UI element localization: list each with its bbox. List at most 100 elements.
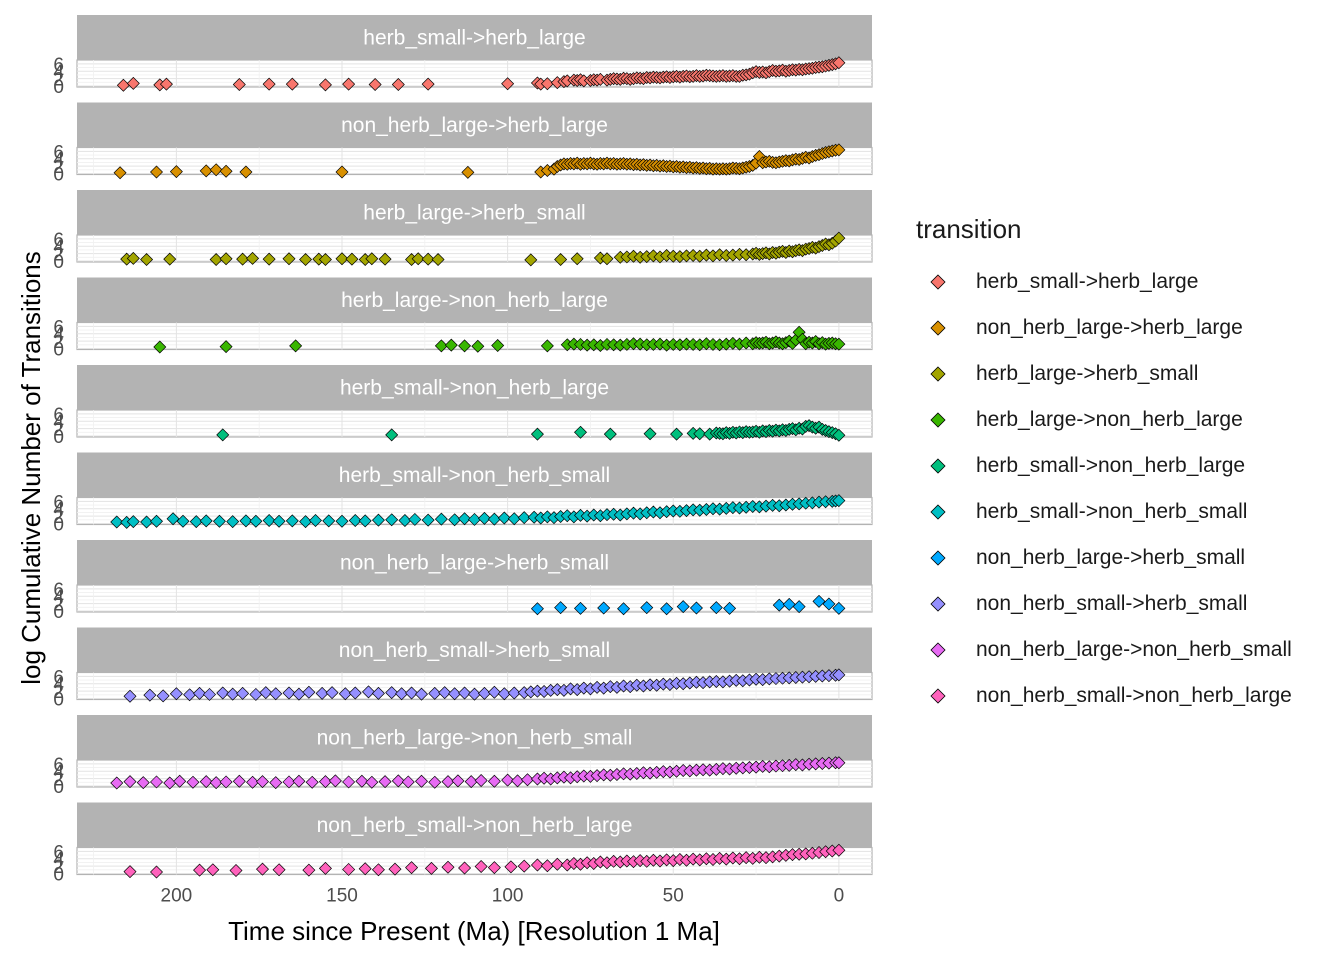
data-point: [358, 862, 372, 876]
data-point: [249, 514, 263, 528]
data-point: [335, 165, 349, 179]
legend-key-diamond-icon: [916, 681, 960, 711]
data-point: [378, 775, 392, 789]
facet-strip-label: herb_large->non_herb_large: [341, 289, 608, 312]
data-point: [812, 594, 826, 608]
data-point: [574, 425, 587, 439]
data-point: [660, 602, 674, 616]
y-axis-title: log Cumulative Number of Transitions: [16, 251, 46, 685]
data-point: [262, 514, 276, 528]
legend-label: herb_small->non_herb_small: [976, 500, 1248, 523]
data-point: [176, 514, 190, 528]
y-tick-label: 0: [53, 690, 64, 711]
data-point: [411, 252, 425, 266]
legend-title: transition: [916, 214, 1022, 244]
data-point: [391, 774, 405, 788]
data-point: [269, 776, 283, 790]
data-point: [186, 775, 200, 789]
data-point: [471, 339, 485, 353]
data-point: [126, 515, 140, 529]
data-point: [126, 76, 140, 90]
data-point: [391, 78, 405, 92]
data-point: [328, 774, 342, 788]
legend-key-diamond-icon: [916, 405, 960, 435]
data-point: [438, 686, 452, 700]
data-point: [521, 773, 534, 787]
y-tick-label: 0: [53, 340, 64, 361]
data-point: [269, 687, 283, 701]
facet-strip-label: non_herb_small->herb_small: [339, 639, 610, 662]
data-point: [203, 687, 216, 701]
data-point: [782, 597, 796, 611]
data-point: [511, 774, 525, 788]
data-point: [345, 252, 359, 266]
data-point: [305, 775, 319, 789]
data-point: [574, 601, 587, 615]
y-tick-label: 6: [53, 317, 64, 338]
data-point: [458, 339, 472, 353]
data-point: [497, 511, 511, 525]
data-point: [239, 514, 253, 528]
data-point: [458, 512, 472, 526]
data-point: [285, 77, 299, 91]
series-points: [153, 325, 846, 354]
data-point: [723, 601, 737, 615]
data-point: [159, 77, 173, 91]
legend-item: herb_large->herb_small: [916, 351, 1292, 397]
legend-item: herb_large->non_herb_large: [916, 397, 1292, 443]
data-point: [123, 865, 137, 879]
facet-strip: [77, 627, 872, 673]
data-point: [140, 515, 154, 529]
data-point: [232, 774, 246, 788]
data-point: [517, 859, 531, 873]
data-point: [229, 864, 243, 878]
data-point: [415, 774, 428, 788]
y-tick-label: 0: [53, 77, 64, 98]
data-point: [670, 427, 684, 441]
data-point: [150, 514, 163, 528]
data-point: [318, 253, 332, 267]
data-point: [348, 514, 362, 528]
y-tick-label: 2: [53, 420, 64, 441]
data-point: [362, 685, 375, 699]
data-point: [292, 774, 306, 788]
data-point: [256, 775, 269, 789]
data-point: [262, 252, 276, 266]
x-tick-label: 100: [492, 886, 524, 907]
data-point: [150, 865, 163, 879]
y-tick-label: 6: [53, 492, 64, 513]
data-point: [507, 686, 521, 700]
data-point: [193, 863, 207, 877]
data-point: [256, 862, 269, 876]
data-point: [355, 774, 369, 788]
data-point: [272, 514, 286, 528]
legend-item: non_herb_small->non_herb_large: [916, 673, 1292, 719]
data-point: [832, 337, 846, 351]
data-point: [143, 688, 157, 702]
data-point: [832, 843, 846, 857]
data-point: [272, 863, 286, 877]
data-point: [530, 858, 544, 872]
data-point: [822, 597, 836, 611]
series-points: [123, 843, 846, 879]
series-points: [120, 231, 846, 267]
series-points: [530, 594, 846, 616]
data-point: [338, 687, 352, 701]
data-point: [468, 512, 481, 526]
data-point: [643, 427, 657, 441]
data-point: [530, 427, 544, 441]
data-point: [385, 513, 399, 527]
data-point: [123, 775, 137, 789]
data-point: [431, 253, 445, 267]
facet-strip-label: herb_small->non_herb_small: [339, 464, 610, 487]
y-tick-label: 0: [53, 165, 64, 186]
data-point: [193, 686, 207, 700]
y-tick-label: 2: [53, 595, 64, 616]
data-point: [501, 77, 515, 91]
data-point: [299, 253, 313, 267]
data-point: [487, 861, 501, 875]
facet-strip: [77, 277, 872, 323]
data-point: [434, 512, 448, 526]
data-point: [428, 775, 442, 789]
